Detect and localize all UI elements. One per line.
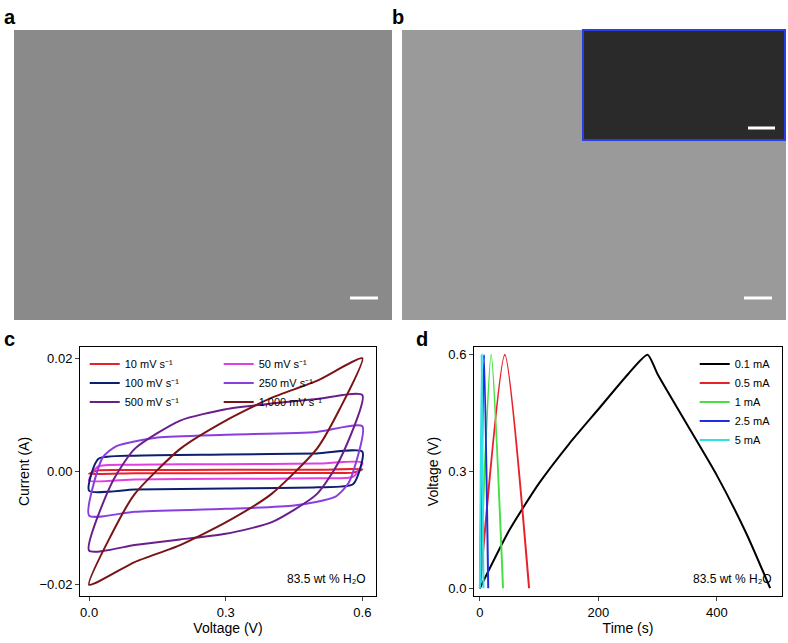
svg-text:1 mA: 1 mA <box>735 396 761 408</box>
svg-text:Voltage (V): Voltage (V) <box>425 437 441 506</box>
svg-text:500 mV s⁻¹: 500 mV s⁻¹ <box>125 396 179 408</box>
svg-text:0.0: 0.0 <box>80 605 98 620</box>
svg-text:0.3: 0.3 <box>448 464 466 479</box>
svg-text:100 mV s⁻¹: 100 mV s⁻¹ <box>125 377 179 389</box>
svg-text:d: d <box>416 328 428 350</box>
svg-text:83.5 wt % H₂O: 83.5 wt % H₂O <box>693 572 772 586</box>
svg-text:1,000 mV s⁻¹: 1,000 mV s⁻¹ <box>259 396 323 408</box>
svg-text:200: 200 <box>588 605 610 620</box>
svg-text:−0.02: −0.02 <box>39 577 72 592</box>
svg-text:0: 0 <box>476 605 483 620</box>
svg-text:0.0: 0.0 <box>448 581 466 596</box>
svg-text:2.5 mA: 2.5 mA <box>735 415 771 427</box>
svg-text:400: 400 <box>706 605 728 620</box>
svg-text:0.1 mA: 0.1 mA <box>735 358 771 370</box>
svg-text:50 mV s⁻¹: 50 mV s⁻¹ <box>259 358 307 370</box>
svg-text:0.6: 0.6 <box>448 347 466 362</box>
svg-text:0.00: 0.00 <box>47 464 72 479</box>
svg-text:Voltage (V): Voltage (V) <box>193 620 262 636</box>
svg-text:0.5 mA: 0.5 mA <box>735 377 771 389</box>
svg-text:83.5 wt % H₂O: 83.5 wt % H₂O <box>287 572 366 586</box>
svg-text:250 mV s⁻¹: 250 mV s⁻¹ <box>259 377 313 389</box>
svg-text:0.02: 0.02 <box>47 351 72 366</box>
svg-text:0.6: 0.6 <box>353 605 371 620</box>
svg-text:a: a <box>4 6 16 28</box>
svg-text:Current (A): Current (A) <box>16 437 32 506</box>
svg-text:10 mV s⁻¹: 10 mV s⁻¹ <box>125 358 173 370</box>
svg-text:Time (s): Time (s) <box>603 620 654 636</box>
svg-text:0.3: 0.3 <box>217 605 235 620</box>
svg-text:5 mA: 5 mA <box>735 434 761 446</box>
svg-text:c: c <box>4 328 15 350</box>
svg-text:b: b <box>392 6 404 28</box>
